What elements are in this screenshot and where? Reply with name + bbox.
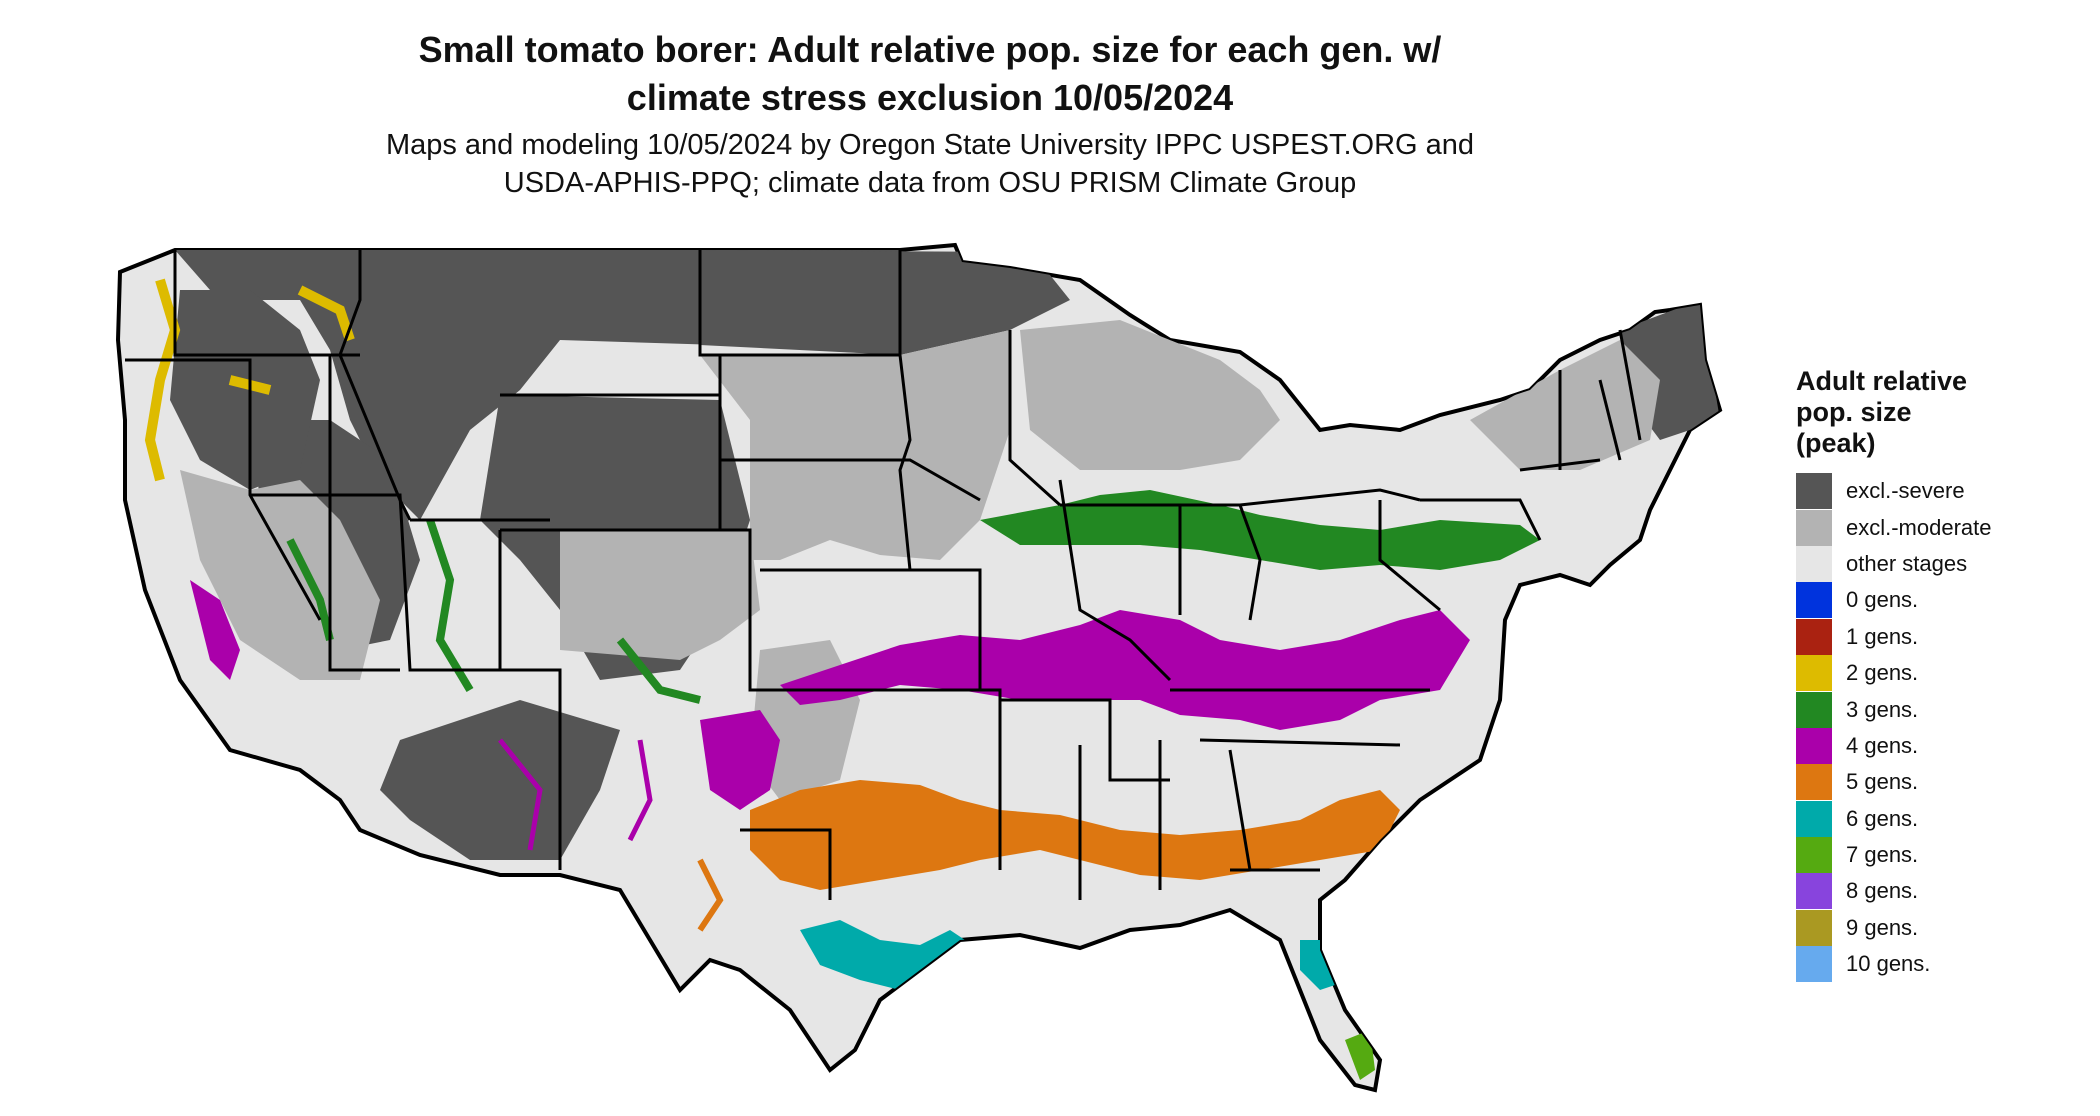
legend-item: excl.-severe	[1796, 473, 2086, 510]
legend-label: other stages	[1846, 550, 1968, 576]
legend-item: 7 gens.	[1796, 837, 2086, 874]
legend-label: excl.-moderate	[1846, 514, 1992, 540]
title-line-1: Small tomato borer: Adult relative pop. …	[418, 29, 1442, 70]
legend-swatch	[1796, 582, 1832, 619]
legend-item: 10 gens.	[1796, 946, 2086, 983]
legend-label: 8 gens.	[1846, 878, 1919, 904]
legend-item: 1 gens.	[1796, 618, 2086, 655]
subtitle-line-1: Maps and modeling 10/05/2024 by Oregon S…	[385, 129, 1475, 161]
legend-label: 3 gens.	[1846, 696, 1919, 722]
gen7-zone-south-florida	[1345, 1030, 1375, 1080]
legend-title-line-3: (peak)	[1796, 428, 1876, 458]
legend-swatch	[1796, 873, 1832, 910]
gen5-zone-rio-grande	[697, 858, 724, 932]
gen4-zone-california	[190, 580, 240, 680]
legend-item: 6 gens.	[1796, 800, 2086, 837]
legend-swatch	[1796, 764, 1832, 801]
moderate-zone-great-lakes	[1020, 320, 1280, 470]
map-title: Small tomato borer: Adult relative pop. …	[230, 26, 1630, 122]
legend-label: 5 gens.	[1846, 769, 1919, 795]
legend-label: 2 gens.	[1846, 660, 1919, 686]
legend-items: excl.-severe excl.-moderate other stages 0 …	[1796, 473, 2086, 983]
legend-label: 0 gens.	[1846, 587, 1919, 613]
legend-label: 9 gens.	[1846, 914, 1919, 940]
gen4-zone-texas	[700, 710, 780, 810]
legend-label: 7 gens.	[1846, 842, 1919, 868]
moderate-zone-plains	[700, 330, 1010, 560]
moderate-zone-northeast	[1470, 340, 1660, 470]
legend-swatch	[1796, 509, 1832, 546]
gen5-zone-south	[750, 780, 1400, 890]
legend-item: excl.-moderate	[1796, 509, 2086, 546]
map-subtitle: Maps and modeling 10/05/2024 by Oregon S…	[230, 126, 1630, 202]
subtitle-line-2: USDA-APHIS-PPQ; climate data from OSU PR…	[503, 167, 1357, 199]
legend-swatch	[1796, 691, 1832, 728]
legend-label: 4 gens.	[1846, 732, 1919, 758]
legend-item: 3 gens.	[1796, 691, 2086, 728]
legend-item: 8 gens.	[1796, 873, 2086, 910]
legend-label: excl.-severe	[1846, 478, 1965, 504]
map-legend: Adult relative pop. size (peak) excl.-se…	[1796, 366, 2086, 983]
moderate-zone-colorado	[560, 530, 760, 660]
state-borders	[125, 250, 1642, 900]
legend-swatch	[1796, 655, 1832, 692]
legend-swatch	[1796, 727, 1832, 764]
gen4-zone-southwest-edge	[498, 738, 653, 851]
severe-zone-pacific-nw	[170, 290, 320, 490]
legend-swatch	[1796, 946, 1832, 983]
legend-swatch	[1796, 800, 1832, 837]
legend-label: 6 gens.	[1846, 805, 1919, 831]
legend-item: 2 gens.	[1796, 655, 2086, 692]
legend-title-line-1: Adult relative	[1796, 366, 1968, 396]
legend-swatch	[1796, 909, 1832, 946]
legend-title: Adult relative pop. size (peak)	[1796, 366, 2086, 459]
legend-item: other stages	[1796, 545, 2086, 582]
gen3-zone-midwest	[980, 490, 1540, 570]
legend-swatch	[1796, 618, 1832, 655]
legend-label: 10 gens.	[1846, 951, 1931, 977]
legend-title-line-2: pop. size	[1796, 397, 1912, 427]
legend-label: 1 gens.	[1846, 623, 1919, 649]
legend-item: 9 gens.	[1796, 909, 2086, 946]
legend-item: 4 gens.	[1796, 727, 2086, 764]
legend-item: 5 gens.	[1796, 764, 2086, 801]
gen4-zone-central	[780, 610, 1470, 730]
severe-zone-upper-midwest	[700, 250, 1070, 355]
gen3-zone-west	[286, 518, 701, 704]
legend-item: 0 gens.	[1796, 582, 2086, 619]
legend-swatch	[1796, 837, 1832, 874]
us-map	[115, 242, 1723, 1093]
legend-swatch	[1796, 473, 1832, 510]
legend-swatch	[1796, 545, 1832, 582]
title-line-2: climate stress exclusion 10/05/2024	[626, 77, 1234, 118]
